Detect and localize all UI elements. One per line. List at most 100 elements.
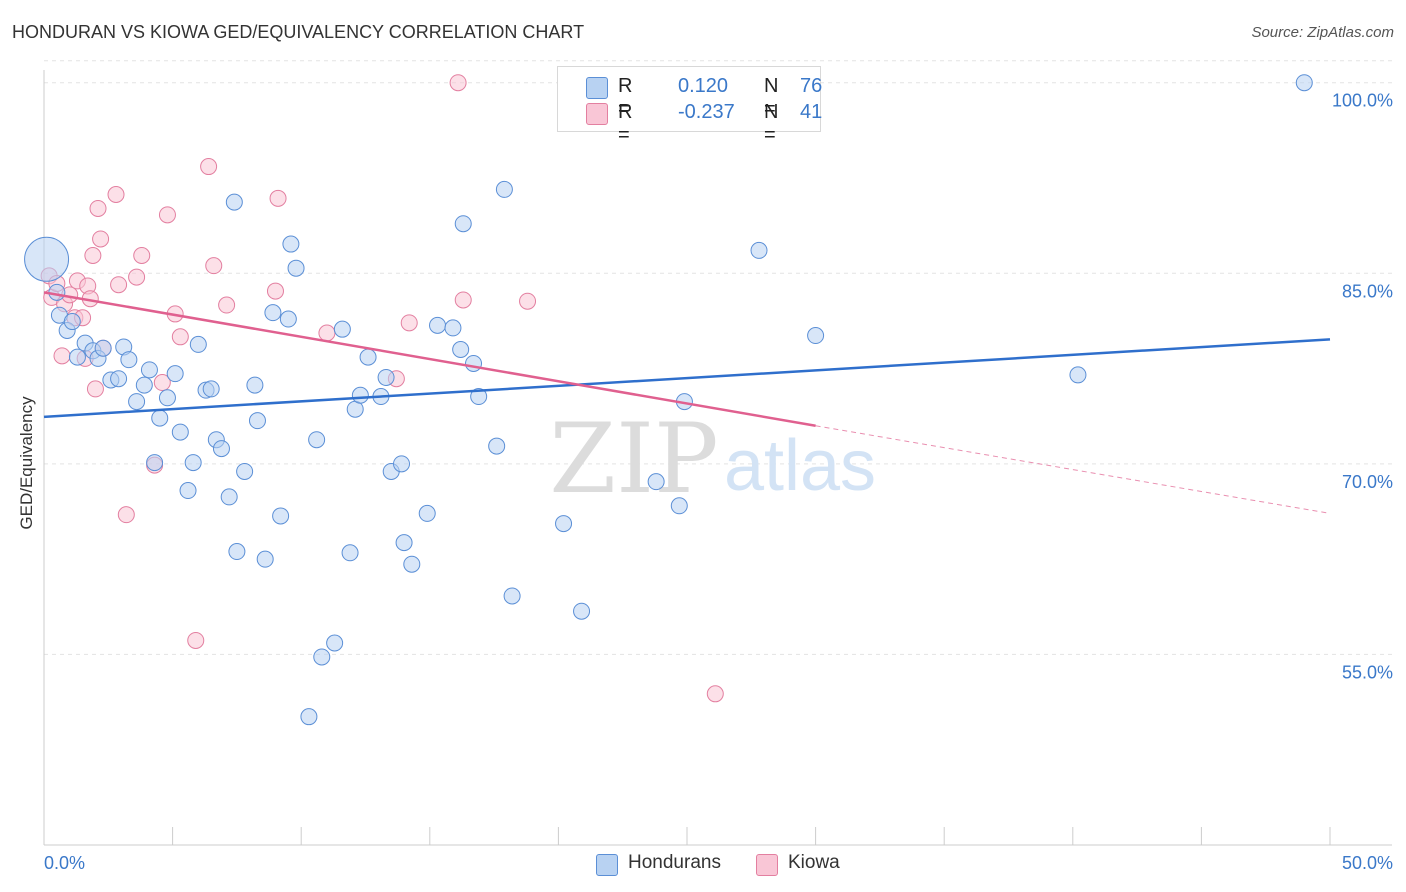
y-tick-label: 55.0% <box>1342 662 1393 682</box>
kiowa-point <box>454 291 472 309</box>
hondurans-point <box>282 235 300 253</box>
kiowa-point <box>519 292 537 310</box>
hondurans-point <box>351 386 369 404</box>
kiowa-legend-label: Kiowa <box>788 852 840 873</box>
n-label: N = <box>764 75 779 120</box>
hondurans-point <box>393 455 411 473</box>
hondurans-trend-line <box>43 338 1331 419</box>
kiowa-point <box>269 189 287 207</box>
hondurans-point <box>555 515 573 533</box>
hondurans-point <box>326 634 344 652</box>
axes <box>43 70 1392 846</box>
kiowa-point <box>706 685 724 703</box>
watermark: ZIP atlas <box>549 403 876 515</box>
gridlines <box>44 60 1392 655</box>
kiowa-point <box>128 268 146 286</box>
hondurans-point <box>359 348 377 366</box>
hondurans-point <box>166 365 184 383</box>
kiowa-point <box>218 296 236 314</box>
hondurans-point <box>246 376 264 394</box>
hondurans-point <box>179 482 197 500</box>
chart-source: Source: ZipAtlas.com <box>1251 24 1394 41</box>
kiowa-trend-extension <box>815 425 1331 514</box>
n-value: 76 <box>800 75 823 97</box>
kiowa-point <box>449 74 467 92</box>
hondurans-point <box>287 259 305 277</box>
kiowa-point <box>84 246 102 264</box>
hondurans-point <box>488 437 506 455</box>
y-tick-label: 70.0% <box>1342 472 1393 492</box>
kiowa-point <box>117 506 135 524</box>
kiowa-point <box>158 206 176 224</box>
hondurans-point <box>120 351 138 369</box>
stats-legend: R = 0.120 N = 76 R = -0.237 N = 41 <box>557 66 823 146</box>
trend-lines <box>43 291 1331 514</box>
hondurans-point <box>377 368 395 386</box>
hondurans-point <box>220 488 238 506</box>
hondurans-point <box>135 376 153 394</box>
hondurans-point <box>184 454 202 472</box>
hondurans-point <box>750 241 768 259</box>
hondurans-point <box>279 310 297 328</box>
hondurans-point <box>236 462 254 480</box>
kiowa-point <box>187 631 205 649</box>
x-tick-label: 0.0% <box>44 853 85 873</box>
kiowa-swatch <box>756 854 778 876</box>
watermark-atlas: atlas <box>724 426 876 506</box>
kiowa-point <box>171 328 189 346</box>
kiowa-point <box>107 186 125 204</box>
hondurans-point <box>495 180 513 198</box>
kiowa-point <box>205 257 223 275</box>
kiowa-point <box>53 347 71 365</box>
hondurans-point <box>429 316 447 334</box>
hondurans-point <box>454 215 472 233</box>
kiowa-point <box>400 314 418 332</box>
hondurans-point <box>140 361 158 379</box>
r-label: R = <box>618 101 633 146</box>
hondurans-point <box>300 708 318 726</box>
hondurans-point <box>333 320 351 338</box>
hondurans-point <box>308 431 326 449</box>
tick-labels: 100.0% 85.0% 70.0% 55.0% 0.0% 50.0% <box>44 91 1393 873</box>
hondurans-point <box>63 313 81 331</box>
r-value: 0.120 <box>678 75 729 97</box>
hondurans-point <box>202 380 220 398</box>
hondurans-point <box>503 587 521 605</box>
hondurans-point <box>418 504 436 522</box>
kiowa-point <box>153 374 171 392</box>
kiowa-trend-line <box>43 291 816 427</box>
hondurans-point <box>647 473 665 491</box>
x-tick-label: 50.0% <box>1342 853 1393 873</box>
hondurans-point <box>341 544 359 562</box>
hondurans-legend-label: Hondurans <box>628 852 721 873</box>
hondurans-point <box>158 389 176 407</box>
hondurans-point <box>313 648 331 666</box>
hondurans-point <box>470 388 488 406</box>
hondurans-point <box>465 354 483 372</box>
y-tick-label: 85.0% <box>1342 281 1393 301</box>
hondurans-point <box>228 543 246 561</box>
r-label: R = <box>618 75 633 120</box>
hondurans-point <box>403 555 421 573</box>
kiowa-point <box>110 276 128 294</box>
hondurans-point <box>171 423 189 441</box>
hondurans-point <box>807 327 825 345</box>
y-tick-label: 100.0% <box>1332 91 1393 111</box>
kiowa-point <box>318 324 336 342</box>
hondurans-point <box>452 341 470 359</box>
hondurans-point <box>248 412 266 430</box>
hondurans-swatch <box>586 77 608 99</box>
kiowa-swatch <box>586 103 608 125</box>
hondurans-points <box>24 74 1313 726</box>
hondurans-point <box>189 335 207 353</box>
hondurans-point <box>68 348 86 366</box>
n-value: 41 <box>800 101 823 123</box>
y-axis-label: GED/Equivalency <box>17 396 36 530</box>
hondurans-point <box>225 193 243 211</box>
hondurans-swatch <box>596 854 618 876</box>
hondurans-point <box>128 393 146 411</box>
hondurans-point <box>1069 366 1087 384</box>
hondurans-point <box>24 236 70 282</box>
hondurans-point <box>573 602 591 620</box>
